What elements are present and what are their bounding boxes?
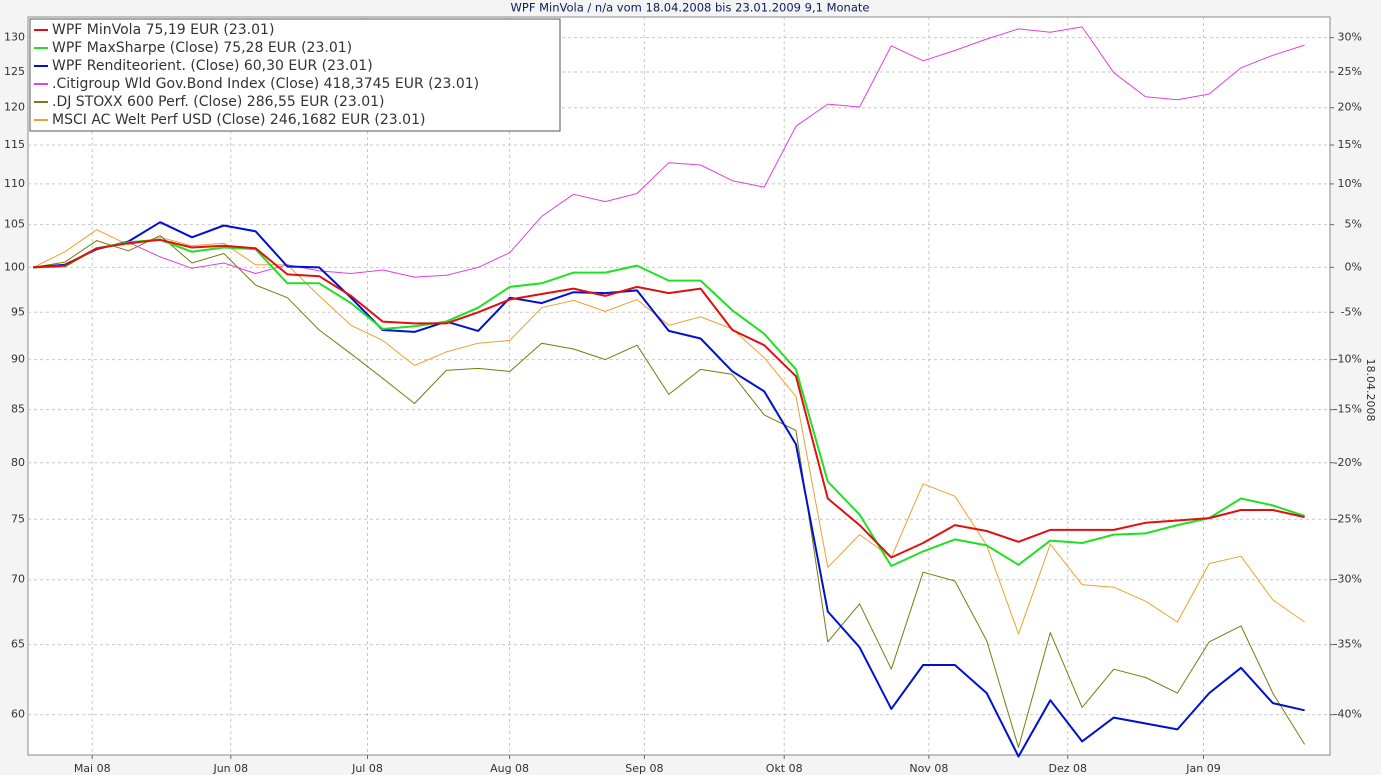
legend-label: WPF Renditeorient. (Close) 60,30 EUR (23… xyxy=(52,58,373,74)
legend-box xyxy=(29,18,561,132)
y2-tick-label: 20% xyxy=(1338,101,1362,114)
y-tick-label: 65 xyxy=(11,638,25,651)
y-tick-label: 85 xyxy=(11,403,25,416)
y-tick-label: 130 xyxy=(4,31,25,44)
x-tick-label: Dez 08 xyxy=(1048,762,1087,775)
y-tick-label: 70 xyxy=(11,573,25,586)
y-tick-label: 100 xyxy=(4,260,25,273)
y-tick-label: 115 xyxy=(4,138,25,151)
y-tick-label: 95 xyxy=(11,305,25,318)
series-line xyxy=(33,221,1305,758)
x-tick-label: Nov 08 xyxy=(909,762,948,775)
y2-tick-label: -15% xyxy=(1334,403,1362,416)
x-tick-label: Sep 08 xyxy=(625,762,663,775)
series-line xyxy=(32,229,1305,635)
series-line xyxy=(33,238,1305,559)
x-tick-label: Jul 08 xyxy=(351,762,383,775)
y-tick-label: 105 xyxy=(4,218,25,231)
y-tick-label: 60 xyxy=(11,708,25,721)
y2-tick-label: 10% xyxy=(1338,177,1362,190)
y2-tick-label: -25% xyxy=(1334,512,1362,525)
legend-label: .Citigroup Wld Gov.Bond Index (Close) 41… xyxy=(52,76,479,92)
y2-tick-label: -40% xyxy=(1334,708,1362,721)
x-tick-label: Aug 08 xyxy=(490,762,529,775)
y2-tick-label: 25% xyxy=(1338,65,1362,78)
chart-title: WPF MinVola / n/a vom 18.04.2008 bis 23.… xyxy=(511,1,870,15)
x-tick-label: Jan 09 xyxy=(1185,762,1220,775)
series-line xyxy=(33,26,1305,278)
y2-tick-label: -5% xyxy=(1341,305,1362,318)
y2-tick-label: 30% xyxy=(1338,31,1362,44)
y-tick-label: 90 xyxy=(11,353,25,366)
y2-tick-label: 5% xyxy=(1345,218,1362,231)
y2-axis-label: 18.04.2008 xyxy=(1364,359,1377,422)
legend-label: WPF MaxSharpe (Close) 75,28 EUR (23.01) xyxy=(52,40,352,56)
legend-label: MSCI AC Welt Perf USD (Close) 246,1682 E… xyxy=(52,112,425,128)
y2-tick-label: -10% xyxy=(1334,353,1362,366)
y-tick-label: 75 xyxy=(11,512,25,525)
y2-tick-label: 15% xyxy=(1338,138,1362,151)
y-tick-label: 120 xyxy=(4,101,25,114)
y2-tick-label: -35% xyxy=(1334,638,1362,651)
x-tick-label: Jun 08 xyxy=(212,762,248,775)
y-tick-label: 80 xyxy=(11,456,25,469)
y2-tick-label: -20% xyxy=(1334,456,1362,469)
y-tick-label: 125 xyxy=(4,65,25,78)
legend-label: .DJ STOXX 600 Perf. (Close) 286,55 EUR (… xyxy=(52,94,385,110)
y2-tick-label: 0% xyxy=(1345,260,1362,273)
x-tick-label: Mai 08 xyxy=(74,762,111,775)
series-line xyxy=(33,235,1306,748)
y2-tick-label: -30% xyxy=(1334,573,1362,586)
legend-label: WPF MinVola 75,19 EUR (23.01) xyxy=(52,22,274,38)
y-tick-label: 110 xyxy=(4,177,25,190)
series-line xyxy=(33,238,1305,567)
x-tick-label: Okt 08 xyxy=(766,762,803,775)
